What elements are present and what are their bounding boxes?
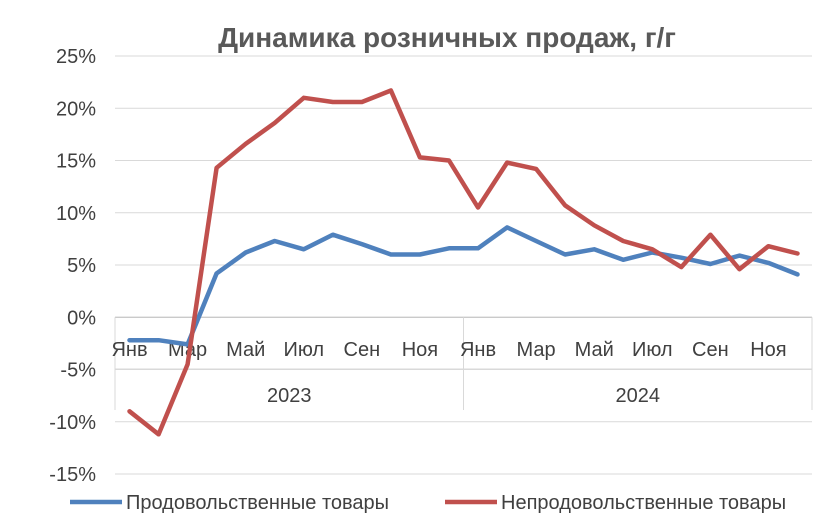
y-tick-label: 10%: [56, 203, 96, 225]
x-year-label: 2024: [616, 385, 661, 407]
x-month-label: Май: [226, 339, 265, 361]
y-tick-label: 5%: [67, 255, 96, 277]
series-line-2: [127, 88, 800, 437]
y-tick-label: 0%: [67, 307, 96, 329]
x-axis: Янв Мар Май Июл Сен Ноя Янв Мар Май Июл Сен Ноя2023…: [111, 316, 813, 410]
x-month-label: Ноя: [750, 339, 786, 361]
x-month-label: Янв: [111, 339, 147, 361]
series-lines: [127, 88, 800, 437]
x-month-label: Мар: [517, 339, 556, 361]
y-tick-label: 15%: [56, 151, 96, 173]
x-month-label: Сен: [692, 339, 729, 361]
y-tick-label: -15%: [49, 464, 96, 486]
x-month-label: Май: [575, 339, 614, 361]
x-year-label: 2023: [267, 385, 312, 407]
legend: Продовольственные товары Непродовольствен…: [70, 492, 786, 514]
x-month-label: Июл: [283, 339, 324, 361]
y-tick-label: -5%: [60, 360, 96, 382]
y-axis-ticks: 25% 20% 15% 10% 5% 0% -5% -10% -15%: [49, 46, 96, 486]
legend-label-2: Непродовольственные товары: [501, 492, 786, 514]
y-tick-label: 20%: [56, 98, 96, 120]
x-month-label: Янв: [460, 339, 496, 361]
legend-label-1: Продовольственные товары: [126, 492, 389, 514]
x-month-label: Июл: [632, 339, 673, 361]
y-tick-label: 25%: [56, 46, 96, 68]
y-tick-label: -10%: [49, 412, 96, 434]
x-month-label: Ноя: [402, 339, 438, 361]
chart-title: Динамика розничных продаж, г/г: [218, 22, 676, 53]
x-month-label: Сен: [344, 339, 381, 361]
